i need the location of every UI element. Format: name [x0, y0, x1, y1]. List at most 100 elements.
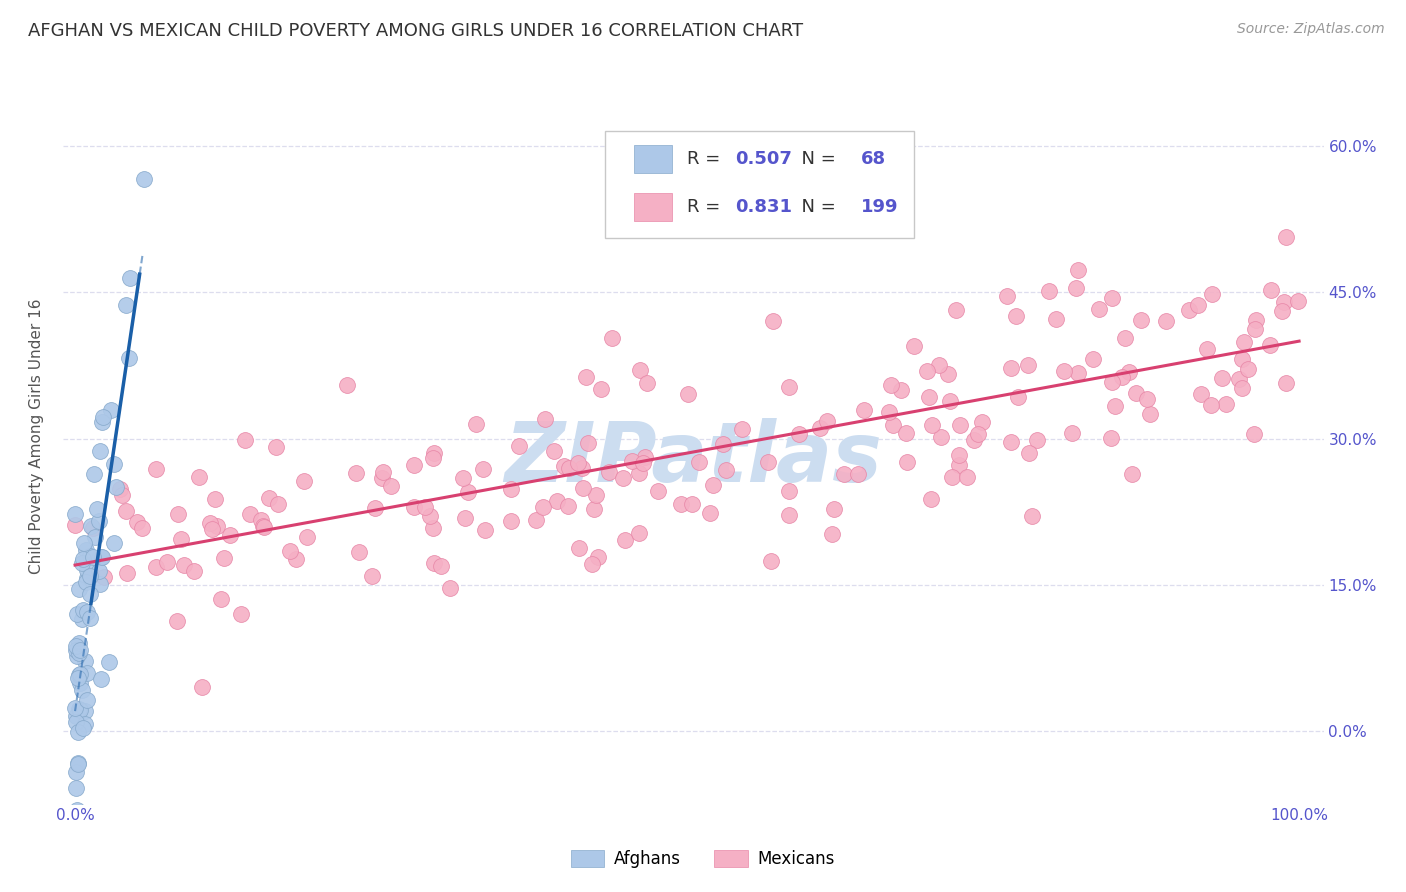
Point [1233, 334, 1256, 349]
Point [574, 370, 596, 384]
Point [956, 470, 979, 484]
Point [439, 581, 461, 595]
Point [423, 446, 446, 460]
Point [252, 519, 274, 533]
Point [188, 470, 211, 484]
Point [945, 303, 967, 318]
Point [344, 466, 367, 480]
Point [1000, 434, 1022, 449]
Point [87, 564, 110, 578]
Point [1067, 262, 1090, 277]
Point [229, 607, 252, 621]
Point [131, 521, 153, 535]
Legend: Afghans, Mexicans: Afghans, Mexicans [564, 843, 842, 875]
Point [127, 515, 149, 529]
Point [832, 467, 855, 481]
Point [581, 557, 603, 571]
Point [70, 682, 93, 697]
Point [166, 615, 188, 629]
Point [1118, 366, 1140, 380]
Point [404, 500, 426, 514]
Point [90, 672, 112, 686]
Point [97, 655, 120, 669]
Point [66, 724, 89, 739]
Point [557, 461, 579, 475]
Point [65, 639, 87, 653]
Point [212, 551, 235, 566]
Point [1125, 386, 1147, 401]
Point [903, 339, 925, 353]
Point [117, 351, 139, 365]
Point [404, 458, 426, 472]
Point [76, 563, 98, 577]
Point [200, 522, 222, 536]
Point [1275, 376, 1298, 391]
Point [183, 564, 205, 578]
Point [115, 566, 138, 581]
Point [627, 466, 650, 480]
Point [65, 715, 87, 730]
Point [79, 568, 101, 582]
Point [628, 363, 651, 377]
Point [1258, 337, 1281, 351]
Text: 68: 68 [860, 150, 886, 168]
Point [531, 500, 554, 515]
Point [198, 516, 221, 530]
Point [1007, 390, 1029, 404]
Point [423, 556, 446, 570]
Point [815, 414, 838, 428]
Point [67, 582, 90, 597]
Point [105, 480, 128, 494]
Point [103, 457, 125, 471]
Point [380, 479, 402, 493]
Point [79, 611, 101, 625]
Point [257, 491, 280, 505]
Point [586, 550, 609, 565]
Point [508, 439, 530, 453]
Point [731, 422, 754, 436]
Point [557, 500, 579, 514]
Point [939, 393, 962, 408]
Point [543, 444, 565, 458]
Point [1178, 303, 1201, 318]
Point [422, 520, 444, 534]
Point [970, 415, 993, 429]
Point [546, 494, 568, 508]
Point [267, 497, 290, 511]
Point [67, 646, 90, 660]
Point [600, 331, 623, 345]
Point [1053, 364, 1076, 378]
Point [156, 555, 179, 569]
Point [1230, 381, 1253, 395]
Point [882, 417, 904, 432]
Point [91, 409, 114, 424]
Point [80, 519, 103, 533]
Point [191, 680, 214, 694]
Point [1018, 446, 1040, 460]
Point [413, 500, 436, 515]
Point [69, 676, 91, 690]
Text: R =: R = [688, 150, 725, 168]
Point [1101, 376, 1123, 390]
Point [69, 643, 91, 657]
Point [1275, 230, 1298, 244]
Point [72, 722, 94, 736]
Point [756, 455, 779, 469]
Point [65, 643, 87, 657]
Point [1099, 431, 1122, 445]
Point [1244, 322, 1267, 336]
Point [1111, 370, 1133, 384]
Point [808, 421, 831, 435]
Point [620, 454, 643, 468]
Point [75, 542, 97, 557]
Point [1038, 285, 1060, 299]
Point [63, 701, 86, 715]
Point [72, 612, 94, 626]
Point [823, 502, 845, 516]
Point [1195, 342, 1218, 356]
Point [63, 517, 86, 532]
Point [82, 550, 104, 565]
Point [253, 520, 276, 534]
Text: N =: N = [790, 150, 842, 168]
Point [250, 513, 273, 527]
